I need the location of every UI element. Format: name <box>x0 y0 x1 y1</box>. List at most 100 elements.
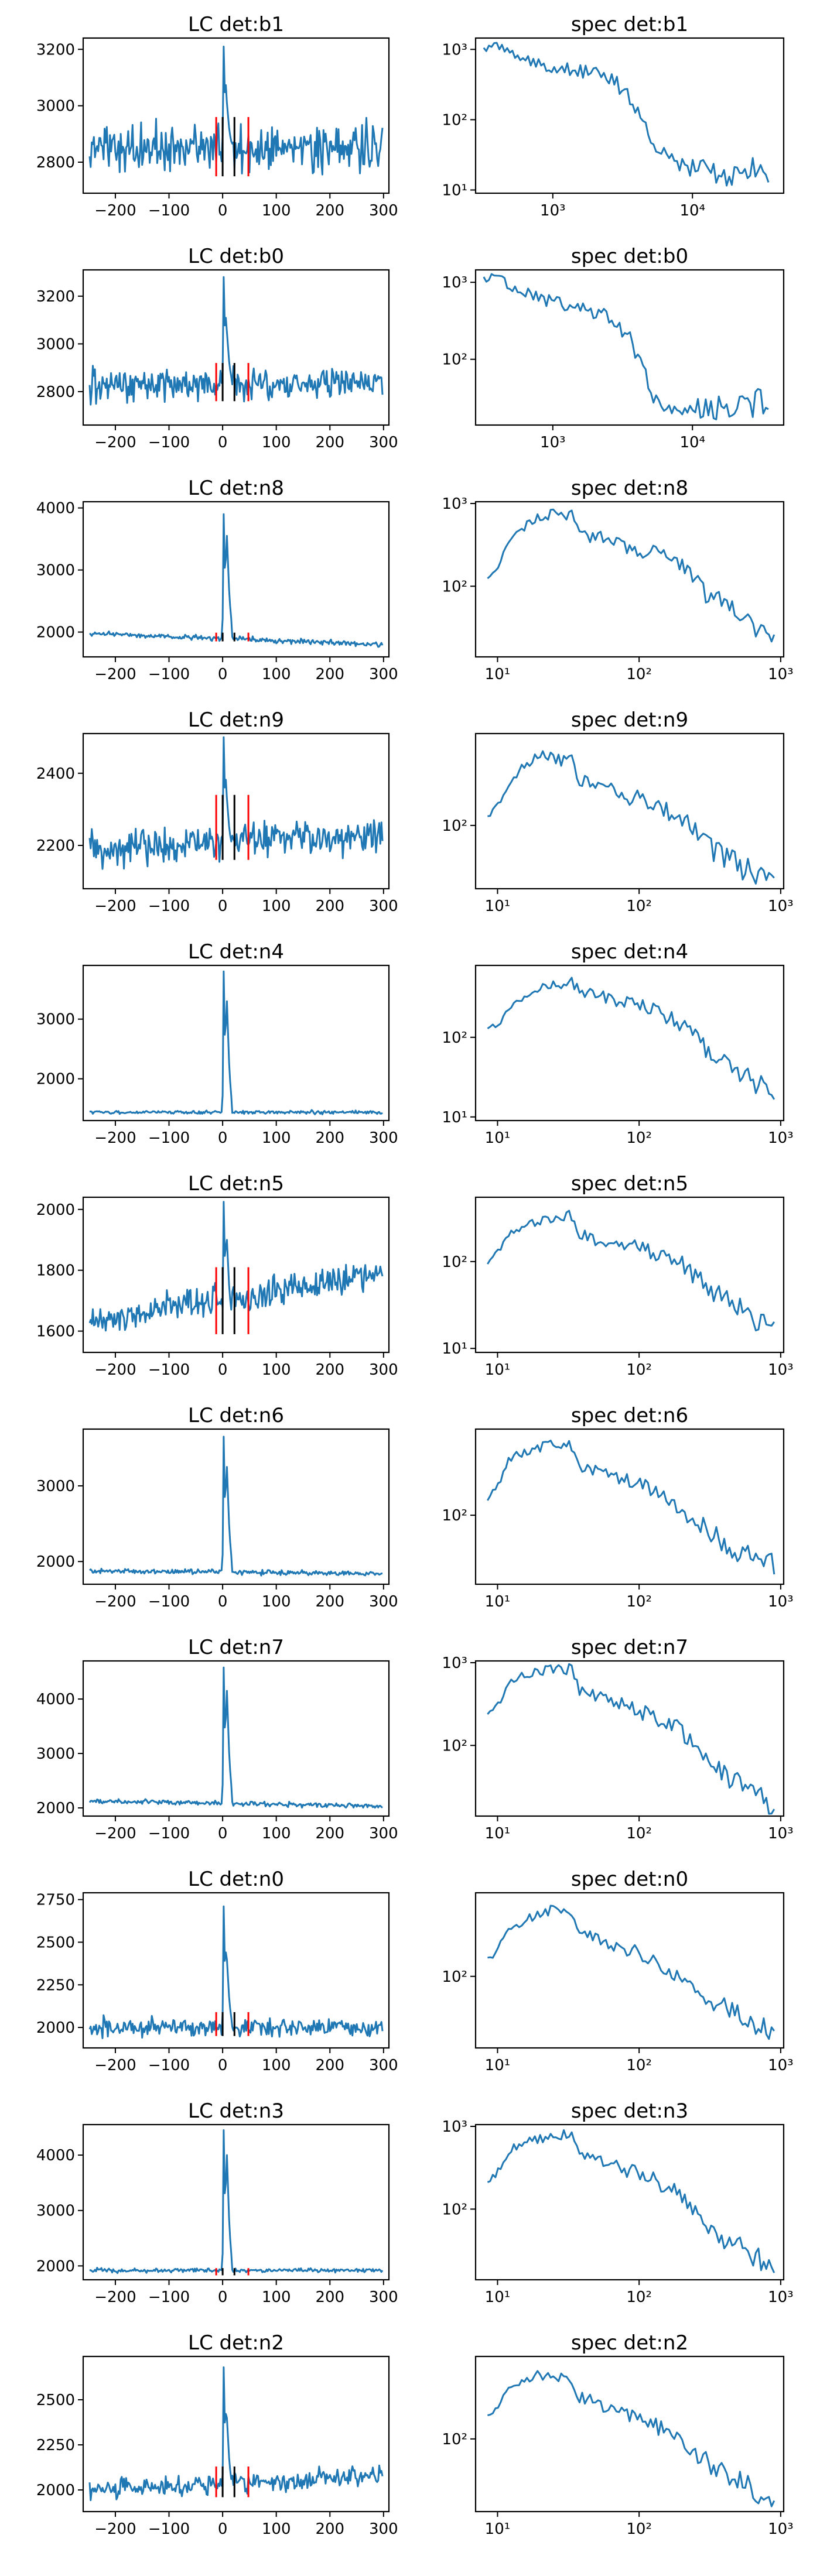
chart-1-ytick-label-1: 10² <box>442 111 467 129</box>
chart-8-frame <box>82 964 390 1122</box>
chart-9-xtick-label-0: 10¹ <box>485 1129 511 1147</box>
chart-19-title: spec det:n3 <box>571 2099 688 2123</box>
chart-0-xtick-label-0: −200 <box>94 202 136 220</box>
chart-0-xtick-label-3: 100 <box>262 202 291 220</box>
chart-0-xtick-label-5: 300 <box>369 202 398 220</box>
chart-0-ytick-label-1: 3000 <box>36 98 75 115</box>
chart-21-xtick-label-1: 10² <box>626 2520 652 2538</box>
chart-12-xtick-label-3: 100 <box>262 1593 291 1611</box>
chart-1-title: spec det:b1 <box>571 13 688 36</box>
chart-20-xtick-label-5: 300 <box>369 2520 398 2538</box>
chart-17-xtick-label-0: 10¹ <box>485 2057 511 2074</box>
chart-18-xtick-label-0: −200 <box>94 2289 136 2306</box>
chart-15: spec det:n7 10¹ 10² 10³ 10² 10³ <box>442 1636 793 1842</box>
chart-4-ytick-label-0: 2000 <box>36 624 75 642</box>
chart-10-xtick-label-2: 0 <box>218 1361 228 1379</box>
chart-16-xtick-label-3: 100 <box>262 2057 291 2074</box>
chart-12-frame <box>82 1428 390 1585</box>
chart-11-xtick-label-1: 10² <box>626 1361 652 1379</box>
chart-2-title: LC det:b0 <box>188 245 284 268</box>
chart-16-xtick-label-5: 300 <box>369 2057 398 2074</box>
chart-4-title: LC det:n8 <box>188 477 284 500</box>
chart-10-xtick-label-3: 100 <box>262 1361 291 1379</box>
chart-5-title: spec det:n8 <box>571 477 688 500</box>
chart-11-title: spec det:n5 <box>571 1172 688 1195</box>
chart-20-xtick-label-3: 100 <box>262 2520 291 2538</box>
chart-7-xtick-label-0: 10¹ <box>485 898 511 915</box>
chart-16-xtick-label-0: −200 <box>94 2057 136 2074</box>
chart-21-series-line <box>487 2370 775 2508</box>
chart-20-ytick-label-0: 2000 <box>36 2482 75 2499</box>
chart-20-xtick-label-1: −100 <box>148 2520 190 2538</box>
chart-12-series-line <box>89 1436 383 1577</box>
chart-0: LC det:b1 −200 −100 0 100 200 300 2800 3000 3200 <box>36 13 398 220</box>
chart-14: LC det:n7 −200 −100 0 100 200 300 2000 3000 4000 <box>36 1636 398 1842</box>
chart-5-xtick-label-1: 10² <box>626 666 652 683</box>
chart-21: spec det:n2 10¹ 10² 10³ 10² <box>442 2331 793 2538</box>
chart-19-series-line <box>487 2129 775 2273</box>
chart-3-ytick-label-1: 10³ <box>442 274 467 292</box>
chart-6: LC det:n9 −200 −100 0 100 200 300 2200 2400 <box>36 708 398 915</box>
chart-3: spec det:b0 10³ 10⁴ 10² 10³ <box>442 245 785 451</box>
chart-14-ytick-label-0: 2000 <box>36 1800 75 1817</box>
chart-0-xtick-label-1: −100 <box>148 202 190 220</box>
chart-13-xtick-label-1: 10² <box>626 1593 652 1611</box>
chart-2-ytick-label-2: 3200 <box>36 288 75 306</box>
chart-14-title: LC det:n7 <box>188 1636 284 1659</box>
chart-3-xtick-label-0: 10³ <box>540 434 566 451</box>
chart-14-xtick-label-5: 300 <box>369 1825 398 1842</box>
chart-7-frame <box>474 732 785 890</box>
chart-13-xtick-label-2: 10³ <box>768 1593 794 1611</box>
chart-6-xtick-label-3: 100 <box>262 898 291 915</box>
chart-3-xtick-label-1: 10⁴ <box>679 434 705 451</box>
chart-14-ytick-label-1: 3000 <box>36 1745 75 1763</box>
chart-16-ytick-label-0: 2000 <box>36 2019 75 2037</box>
chart-14-xtick-label-4: 200 <box>315 1825 344 1842</box>
chart-16: LC det:n0 −200 −100 0 100 200 300 2000 2250 2500 2… <box>36 1868 398 2074</box>
chart-2-xtick-label-5: 300 <box>369 434 398 451</box>
chart-10-frame <box>82 1196 390 1354</box>
chart-20-xtick-label-0: −200 <box>94 2520 136 2538</box>
chart-14-xtick-label-1: −100 <box>148 1825 190 1842</box>
chart-18-xtick-label-2: 0 <box>218 2289 228 2306</box>
chart-8-ytick-label-1: 3000 <box>36 1011 75 1029</box>
chart-10-ytick-label-0: 1600 <box>36 1323 75 1341</box>
chart-17-ytick-label-0: 10² <box>442 1968 467 1986</box>
chart-21-frame <box>474 2355 785 2513</box>
chart-14-xtick-label-2: 0 <box>218 1825 228 1842</box>
chart-15-title: spec det:n7 <box>571 1636 688 1659</box>
chart-19-xtick-label-1: 10² <box>626 2289 652 2306</box>
chart-21-xtick-label-2: 10³ <box>768 2520 794 2538</box>
chart-11-ytick-label-0: 10¹ <box>442 1340 467 1358</box>
chart-16-series-line <box>88 1905 384 2039</box>
chart-11-frame <box>474 1196 785 1354</box>
chart-13: spec det:n6 10¹ 10² 10³ 10² <box>442 1404 793 1611</box>
chart-11: spec det:n5 10¹ 10² 10³ 10¹ 10² <box>442 1172 793 1379</box>
chart-20-ytick-label-1: 2250 <box>36 2437 75 2454</box>
chart-6-ytick-label-1: 2400 <box>36 765 75 783</box>
chart-8-xtick-label-3: 100 <box>262 1129 291 1147</box>
chart-4-xtick-label-1: −100 <box>148 666 190 683</box>
chart-9-ytick-label-1: 10² <box>442 1029 467 1047</box>
chart-11-xtick-label-2: 10³ <box>768 1361 794 1379</box>
chart-3-ytick-label-0: 10² <box>442 351 467 369</box>
chart-16-ytick-label-2: 2500 <box>36 1934 75 1951</box>
chart-17-series-line <box>487 1904 775 2040</box>
chart-12-ytick-label-0: 2000 <box>36 1553 75 1571</box>
chart-20-ytick-label-2: 2500 <box>36 2392 75 2409</box>
chart-15-ytick-label-0: 10² <box>442 1737 467 1755</box>
chart-21-ytick-label-0: 10² <box>442 2431 467 2448</box>
chart-9-xtick-label-1: 10² <box>626 1129 652 1147</box>
chart-10-ytick-label-2: 2000 <box>36 1201 75 1219</box>
chart-0-frame <box>82 37 390 194</box>
chart-13-ytick-label-0: 10² <box>442 1507 467 1525</box>
chart-6-xtick-label-5: 300 <box>369 898 398 915</box>
chart-15-series-line <box>487 1663 775 1815</box>
chart-14-xtick-label-0: −200 <box>94 1825 136 1842</box>
chart-9-series-line <box>487 977 775 1100</box>
chart-12-title: LC det:n6 <box>188 1404 284 1427</box>
chart-20-xtick-label-4: 200 <box>315 2520 344 2538</box>
chart-13-series-line <box>487 1440 775 1575</box>
chart-16-frame <box>82 1892 390 2049</box>
